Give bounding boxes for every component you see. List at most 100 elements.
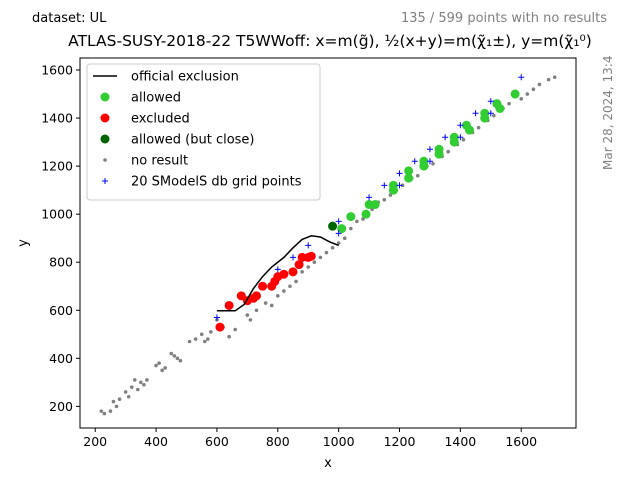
x-tick-label: 1600	[505, 434, 537, 449]
allowed-point	[404, 166, 414, 176]
no-result-point	[136, 387, 140, 392]
legend-label: excluded	[131, 112, 190, 127]
legend-small-dot-marker	[103, 158, 107, 162]
no-result-point	[324, 250, 329, 255]
allowed-point	[388, 185, 398, 195]
y-tick-label: 600	[49, 303, 73, 318]
legend: official exclusion allowed excluded allowed…	[86, 63, 321, 201]
x-tick-label: 200	[83, 434, 107, 449]
no-result-point	[446, 149, 450, 154]
excluded-point	[294, 260, 304, 270]
dataset-label: dataset: UL	[32, 11, 107, 26]
allowed-point	[449, 137, 459, 147]
legend-dot-marker	[100, 92, 110, 102]
no-result-point	[178, 358, 183, 363]
no-result-point	[355, 219, 359, 224]
legend-label: 20 SModelS db grid points	[131, 175, 302, 190]
no-result-point	[476, 125, 481, 130]
grid-point-marker	[381, 182, 388, 189]
x-tick-label: 1000	[323, 434, 355, 449]
legend-label: allowed	[131, 91, 181, 106]
no-result-point	[330, 246, 335, 250]
no-result-point	[160, 368, 164, 373]
excluded-point	[258, 281, 268, 291]
plot-frame	[79, 57, 577, 429]
grid-point-marker	[335, 218, 342, 225]
chart-title: ATLAS-SUSY-2018-22 T5WWoff: x=m(g̃), ½(x…	[68, 32, 592, 50]
no-result-point	[114, 404, 119, 409]
no-result-point	[294, 279, 298, 284]
legend-label: official exclusion	[131, 70, 239, 85]
no-result-point	[492, 113, 496, 118]
no-result-point	[342, 236, 347, 240]
y-tick-label: 1000	[41, 207, 73, 222]
legend-plus-marker	[102, 178, 108, 184]
no-result-point	[461, 137, 466, 142]
no-result-point	[227, 334, 231, 339]
y-tick-label: 200	[49, 399, 73, 414]
grid-point-marker	[457, 122, 464, 129]
allowed-point	[361, 209, 371, 219]
x-tick-label: 1200	[384, 434, 416, 449]
no-result-point	[382, 197, 387, 202]
excluded-point	[306, 251, 316, 261]
allowed-point	[480, 113, 490, 123]
no-result-point	[199, 332, 204, 337]
grid-point-marker	[396, 182, 403, 189]
no-result-point	[248, 318, 253, 322]
no-result-point	[537, 82, 542, 87]
no-result-point	[531, 87, 536, 92]
grid-point-marker	[305, 242, 312, 249]
excluded-point	[279, 269, 289, 279]
no-result-point	[275, 294, 280, 298]
no-result-point	[525, 92, 530, 96]
no-result-point	[400, 183, 405, 188]
no-result-point	[123, 390, 128, 394]
no-result-point	[519, 97, 524, 101]
no-result-point	[282, 289, 286, 293]
no-result-point	[108, 409, 113, 413]
no-result-point	[132, 378, 137, 382]
grid-point-marker	[487, 110, 494, 117]
y-tick-label: 400	[49, 351, 73, 366]
grid-point-marker	[366, 194, 373, 201]
grid-point-marker	[457, 134, 464, 141]
excluded-point	[236, 291, 246, 301]
legend-label: allowed (but close)	[131, 133, 255, 148]
no-result-point	[312, 260, 317, 265]
no-result-point	[306, 265, 311, 269]
no-result-point	[233, 327, 237, 332]
x-tick-label: 400	[144, 434, 168, 449]
y-tick-label: 1200	[41, 159, 73, 174]
no-result-point	[546, 77, 551, 82]
excluded-point	[224, 300, 234, 310]
x-tick-label: 1400	[444, 434, 476, 449]
allowed-close-point	[328, 221, 338, 231]
no-result-point	[172, 354, 177, 358]
x-axis-label: x	[324, 456, 332, 471]
no-result-point	[102, 411, 107, 416]
no-result-point	[187, 339, 192, 344]
y-tick-label: 1400	[41, 111, 73, 126]
no-result-point	[145, 378, 149, 382]
no-result-point	[552, 75, 557, 80]
excluded-point	[288, 267, 298, 277]
allowed-point	[337, 224, 347, 234]
no-result-point	[300, 270, 304, 274]
no-result-point	[129, 385, 134, 389]
allowed-point	[419, 161, 429, 171]
no-result-point	[169, 351, 174, 356]
legend-dot-marker	[100, 113, 110, 123]
grid-point-marker	[213, 314, 220, 321]
no-result-point	[209, 330, 213, 334]
no-result-point	[193, 337, 198, 341]
no-result-point	[431, 161, 435, 166]
allowed-point	[495, 103, 505, 113]
allowed-point	[370, 200, 380, 210]
no-result-point	[157, 361, 161, 365]
grid-point-marker	[487, 98, 494, 105]
excluded-point	[215, 322, 225, 332]
grid-point-marker	[442, 134, 449, 141]
allowed-point	[434, 149, 444, 159]
